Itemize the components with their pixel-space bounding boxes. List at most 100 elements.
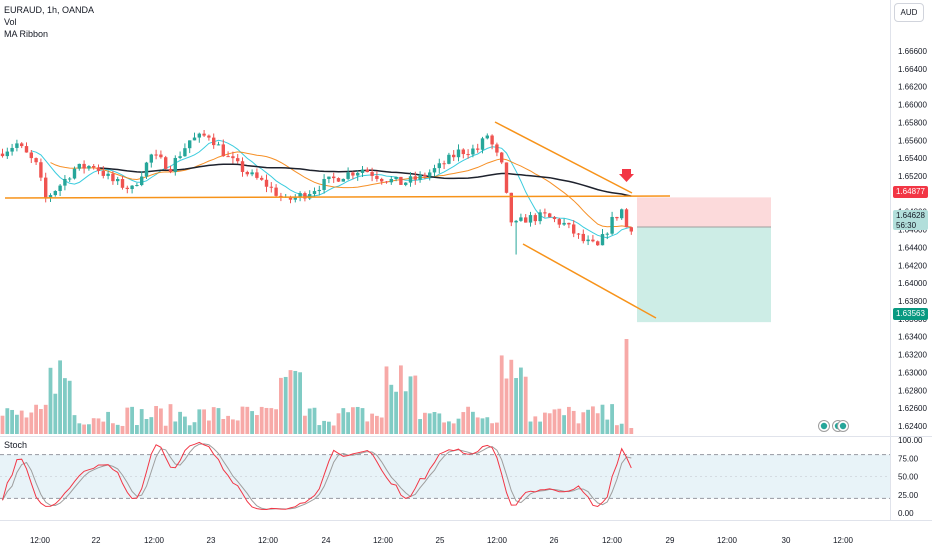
time-tick-label: 24 [322,536,331,545]
time-tick-label: 26 [550,536,559,545]
candle-body [120,179,125,188]
volume-bar [447,421,451,434]
volume-bar [19,410,24,434]
candle-body [303,193,307,199]
candle-body [485,135,489,139]
candle-body [29,152,33,159]
candle-body [135,185,139,187]
candle-body [39,162,43,178]
volume-bar [480,418,485,434]
volume-bar [0,415,5,434]
volume-bar [456,418,461,434]
volume-bar [250,411,254,434]
candle-body [356,172,360,176]
stoch-label[interactable]: Stoch [4,440,28,450]
volume-bar [461,412,466,434]
candle-body [476,148,480,150]
volume-bar [67,380,72,434]
volume-bar [139,409,144,434]
volume-bar [523,376,528,434]
candle-body [0,153,5,157]
candle-body [274,187,278,196]
price-tick-label: 1.63200 [898,351,927,360]
candle-body [317,189,321,192]
legend-ma-ribbon[interactable]: MA Ribbon [4,29,49,39]
candle-body [111,173,115,182]
legend-symbol[interactable]: EURAUD, 1h, OANDA [4,5,95,15]
time-tick-label: 22 [92,536,101,545]
candle-body [380,178,384,182]
volume-bar [87,424,91,434]
volume-bar [394,391,398,434]
candle-body [351,172,355,176]
candle-body [236,158,240,162]
volume-bar [307,408,312,434]
volume-bar [173,421,178,434]
candle-body [245,171,249,175]
candle-body [480,138,485,150]
volume-bar [475,417,480,434]
legend-volume[interactable]: Vol [4,17,17,27]
volume-bar [235,420,240,434]
candle-body [168,168,173,172]
volume-bar [418,419,422,434]
candle-body [20,143,24,147]
volume-bar [255,415,259,434]
event-marker-dot [820,422,828,430]
candle-body [341,178,345,182]
candle-body [490,135,494,145]
candle-body [543,212,547,214]
volume-bar [451,423,456,434]
candle-body [293,197,297,200]
candle-body [116,179,120,182]
volume-bar [245,406,250,434]
candle-body [423,174,427,177]
volume-bar [168,404,173,434]
volume-bar [58,360,62,434]
volume-bar [370,413,374,434]
time-tick-label: 30 [782,536,791,545]
volume-bar [274,409,278,434]
currency-button[interactable]: AUD [894,3,924,22]
candle-body [548,213,552,218]
candle-body [92,165,96,168]
price-tick-label: 1.63000 [898,368,927,377]
volume-bar [259,406,264,434]
volume-bar [399,365,403,434]
price-tick-label: 1.65400 [898,154,927,163]
candle-body [538,212,542,222]
volume-bar [389,384,394,434]
time-tick-label: 12:00 [602,536,623,545]
candle-body [101,170,105,176]
candle-body [197,133,201,138]
volume-bar [336,413,341,434]
volume-bar [423,412,427,434]
channel-lower-line [522,243,657,319]
candle-body [164,157,168,169]
sell-arrow-icon [619,169,634,182]
volume-bar [346,412,350,434]
volume-bar [303,415,307,434]
volume-bar [528,421,533,434]
volume-bar [379,417,384,434]
volume-bar [29,412,34,434]
candle-body [82,163,86,169]
volume-bar [207,420,211,434]
price-tick-label: 1.62600 [898,404,927,413]
volume-bar [48,367,53,434]
volume-bar [504,378,509,434]
candle-body [394,176,398,179]
price-tick-label: 1.66600 [898,47,927,56]
stoch-tick-label: 0.00 [898,509,914,518]
volume-bar [351,407,355,434]
chart-legend: EURAUD, 1h, OANDA Vol MA Ribbon [4,4,94,40]
price-tick-label: 1.66400 [898,65,927,74]
ma-long-line [98,163,632,197]
candle-body [44,177,48,198]
candle-body [308,194,312,199]
volume-bar [427,413,432,434]
volume-bar [384,366,389,434]
time-tick-label: 12:00 [833,536,854,545]
candle-body [192,137,197,141]
